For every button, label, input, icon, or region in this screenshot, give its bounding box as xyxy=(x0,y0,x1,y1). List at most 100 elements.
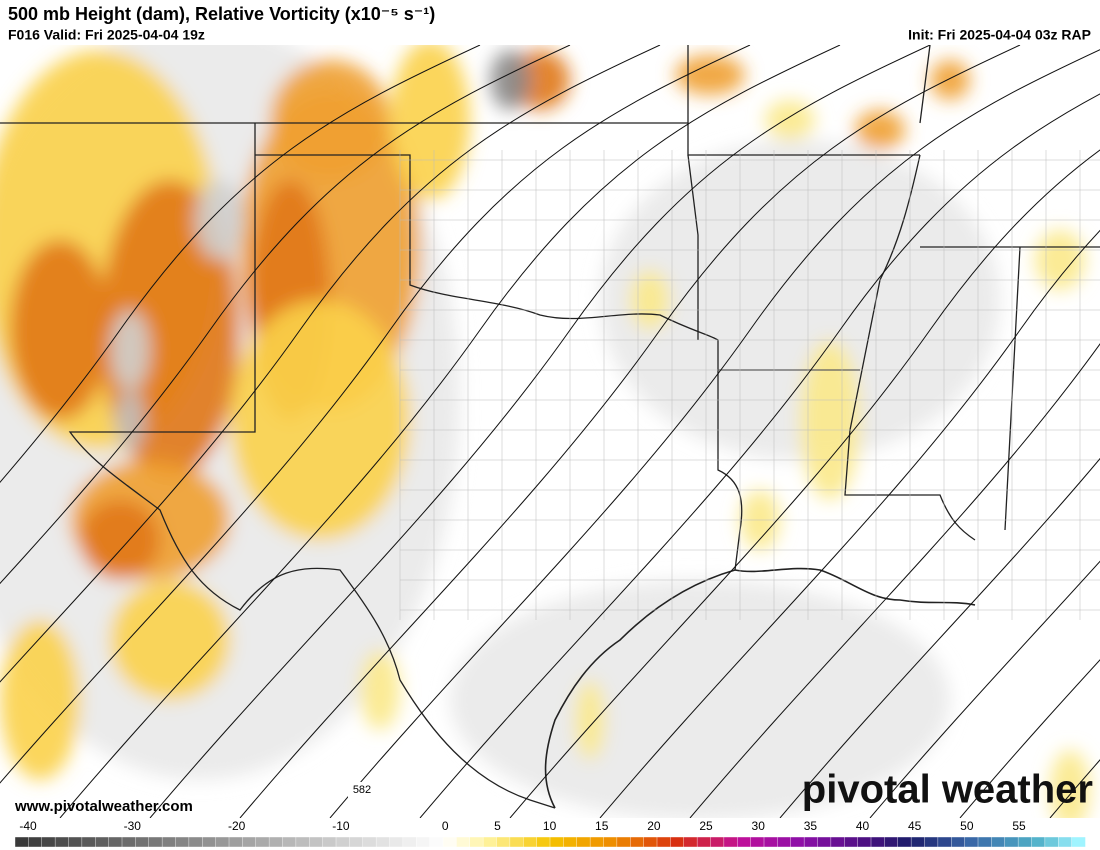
colorbar-cell xyxy=(763,836,779,848)
colorbar-cell xyxy=(1017,836,1033,848)
colorbar-cell xyxy=(228,836,244,848)
colorbar-cell xyxy=(309,836,324,848)
vorticity-area xyxy=(195,180,245,260)
contour-label-box xyxy=(348,782,376,798)
colorbar-tick-label: -20 xyxy=(228,819,246,833)
colorbar-cell xyxy=(362,836,377,848)
vorticity-area xyxy=(230,300,410,540)
title: 500 mb Height (dam), Relative Vorticity … xyxy=(8,4,435,24)
colorbar-cell xyxy=(95,836,110,848)
colorbar-tick-label: 30 xyxy=(752,819,766,833)
colorbar-cell xyxy=(402,836,417,848)
vorticity-area xyxy=(360,650,400,730)
vorticity-area xyxy=(675,55,745,95)
vorticity-area xyxy=(1050,750,1090,818)
colorbar-cell xyxy=(777,836,792,848)
colorbar-cell xyxy=(803,836,819,848)
vorticity-area xyxy=(490,50,530,110)
colorbar-cell xyxy=(135,836,150,848)
colorbar-tick-label: 55 xyxy=(1012,819,1026,833)
vorticity-area xyxy=(930,60,970,100)
colorbar-cell xyxy=(282,836,297,848)
colorbar-cell xyxy=(295,836,310,848)
vorticity-area xyxy=(450,580,950,818)
colorbar-cell xyxy=(857,836,872,848)
colorbar-cell xyxy=(242,836,257,848)
contour xyxy=(149,45,931,818)
vorticity-area xyxy=(855,110,905,150)
vorticity-area xyxy=(765,100,815,140)
colorbar-cell xyxy=(429,836,444,848)
colorbar-tick-label: 40 xyxy=(856,819,870,833)
vorticity-area xyxy=(800,340,860,500)
colorbar-cell xyxy=(1004,836,1019,848)
colorbar-cell xyxy=(844,836,859,848)
contour xyxy=(59,45,841,818)
colorbar-cell xyxy=(870,836,886,848)
contour xyxy=(599,229,1100,818)
colorbar-cell xyxy=(737,836,752,848)
colorbar-cell xyxy=(884,836,899,848)
colorbar-cell xyxy=(108,836,123,848)
colorbar-cell xyxy=(469,836,484,848)
vorticity-area xyxy=(10,240,110,420)
contour xyxy=(779,457,1100,818)
colorbar-cell xyxy=(723,836,738,848)
contour xyxy=(239,45,1021,818)
contour xyxy=(0,45,751,784)
colorbar-cell xyxy=(924,836,939,848)
colorbar-tick-label: -30 xyxy=(124,819,142,833)
colorbar-cell xyxy=(750,836,765,848)
colorbar-cell xyxy=(416,836,431,848)
state-border xyxy=(0,122,920,571)
colorbar-cell xyxy=(817,836,832,848)
colorbar-cell xyxy=(910,836,926,848)
colorbar-cell xyxy=(563,836,578,848)
height-contours xyxy=(0,45,1100,818)
contour-label: 582 xyxy=(353,784,371,796)
colorbar-cell xyxy=(643,836,658,848)
colorbar-cell xyxy=(1071,836,1086,848)
colorbar-cell xyxy=(496,836,511,848)
contour xyxy=(329,49,1100,818)
logo: pivotal weather xyxy=(802,768,1093,812)
colorbar-cell xyxy=(375,836,391,848)
vorticity-area xyxy=(630,270,670,330)
colorbar-tick-label: 35 xyxy=(804,819,818,833)
vorticity-area xyxy=(110,580,230,700)
contour xyxy=(0,45,661,683)
colorbar-cell xyxy=(188,836,203,848)
contour xyxy=(0,45,571,585)
contour xyxy=(0,45,481,483)
colorbar-tick-label: 25 xyxy=(699,819,713,833)
colorbar-tick-label: -10 xyxy=(332,819,350,833)
colorbar-tick-label: -40 xyxy=(19,819,37,833)
colorbar-cell xyxy=(202,836,217,848)
colorbar-cell xyxy=(1044,836,1059,848)
colorbar-cell xyxy=(28,836,43,848)
colorbar-cell xyxy=(790,836,805,848)
colorbar-cell xyxy=(509,836,524,848)
colorbar-cell xyxy=(121,836,137,848)
colorbar-cell xyxy=(482,836,498,848)
contour xyxy=(959,659,1100,818)
colorbar-cell xyxy=(897,836,912,848)
colorbar-cell xyxy=(442,836,458,848)
vorticity-area xyxy=(115,390,145,450)
colorbar-cell xyxy=(603,836,618,848)
contour xyxy=(869,560,1100,818)
state-border xyxy=(68,123,556,809)
vorticity-area xyxy=(575,680,605,760)
colorbar-cell xyxy=(1058,836,1073,848)
colorbar-tick-label: 5 xyxy=(494,819,501,833)
colorbar-cell xyxy=(683,836,698,848)
colorbar-cell xyxy=(148,836,163,848)
colorbar-cell xyxy=(41,836,56,848)
colorbar-cell xyxy=(54,836,70,848)
colorbar-cell xyxy=(616,836,631,848)
contour xyxy=(689,343,1100,818)
colorbar-cell xyxy=(523,836,538,848)
